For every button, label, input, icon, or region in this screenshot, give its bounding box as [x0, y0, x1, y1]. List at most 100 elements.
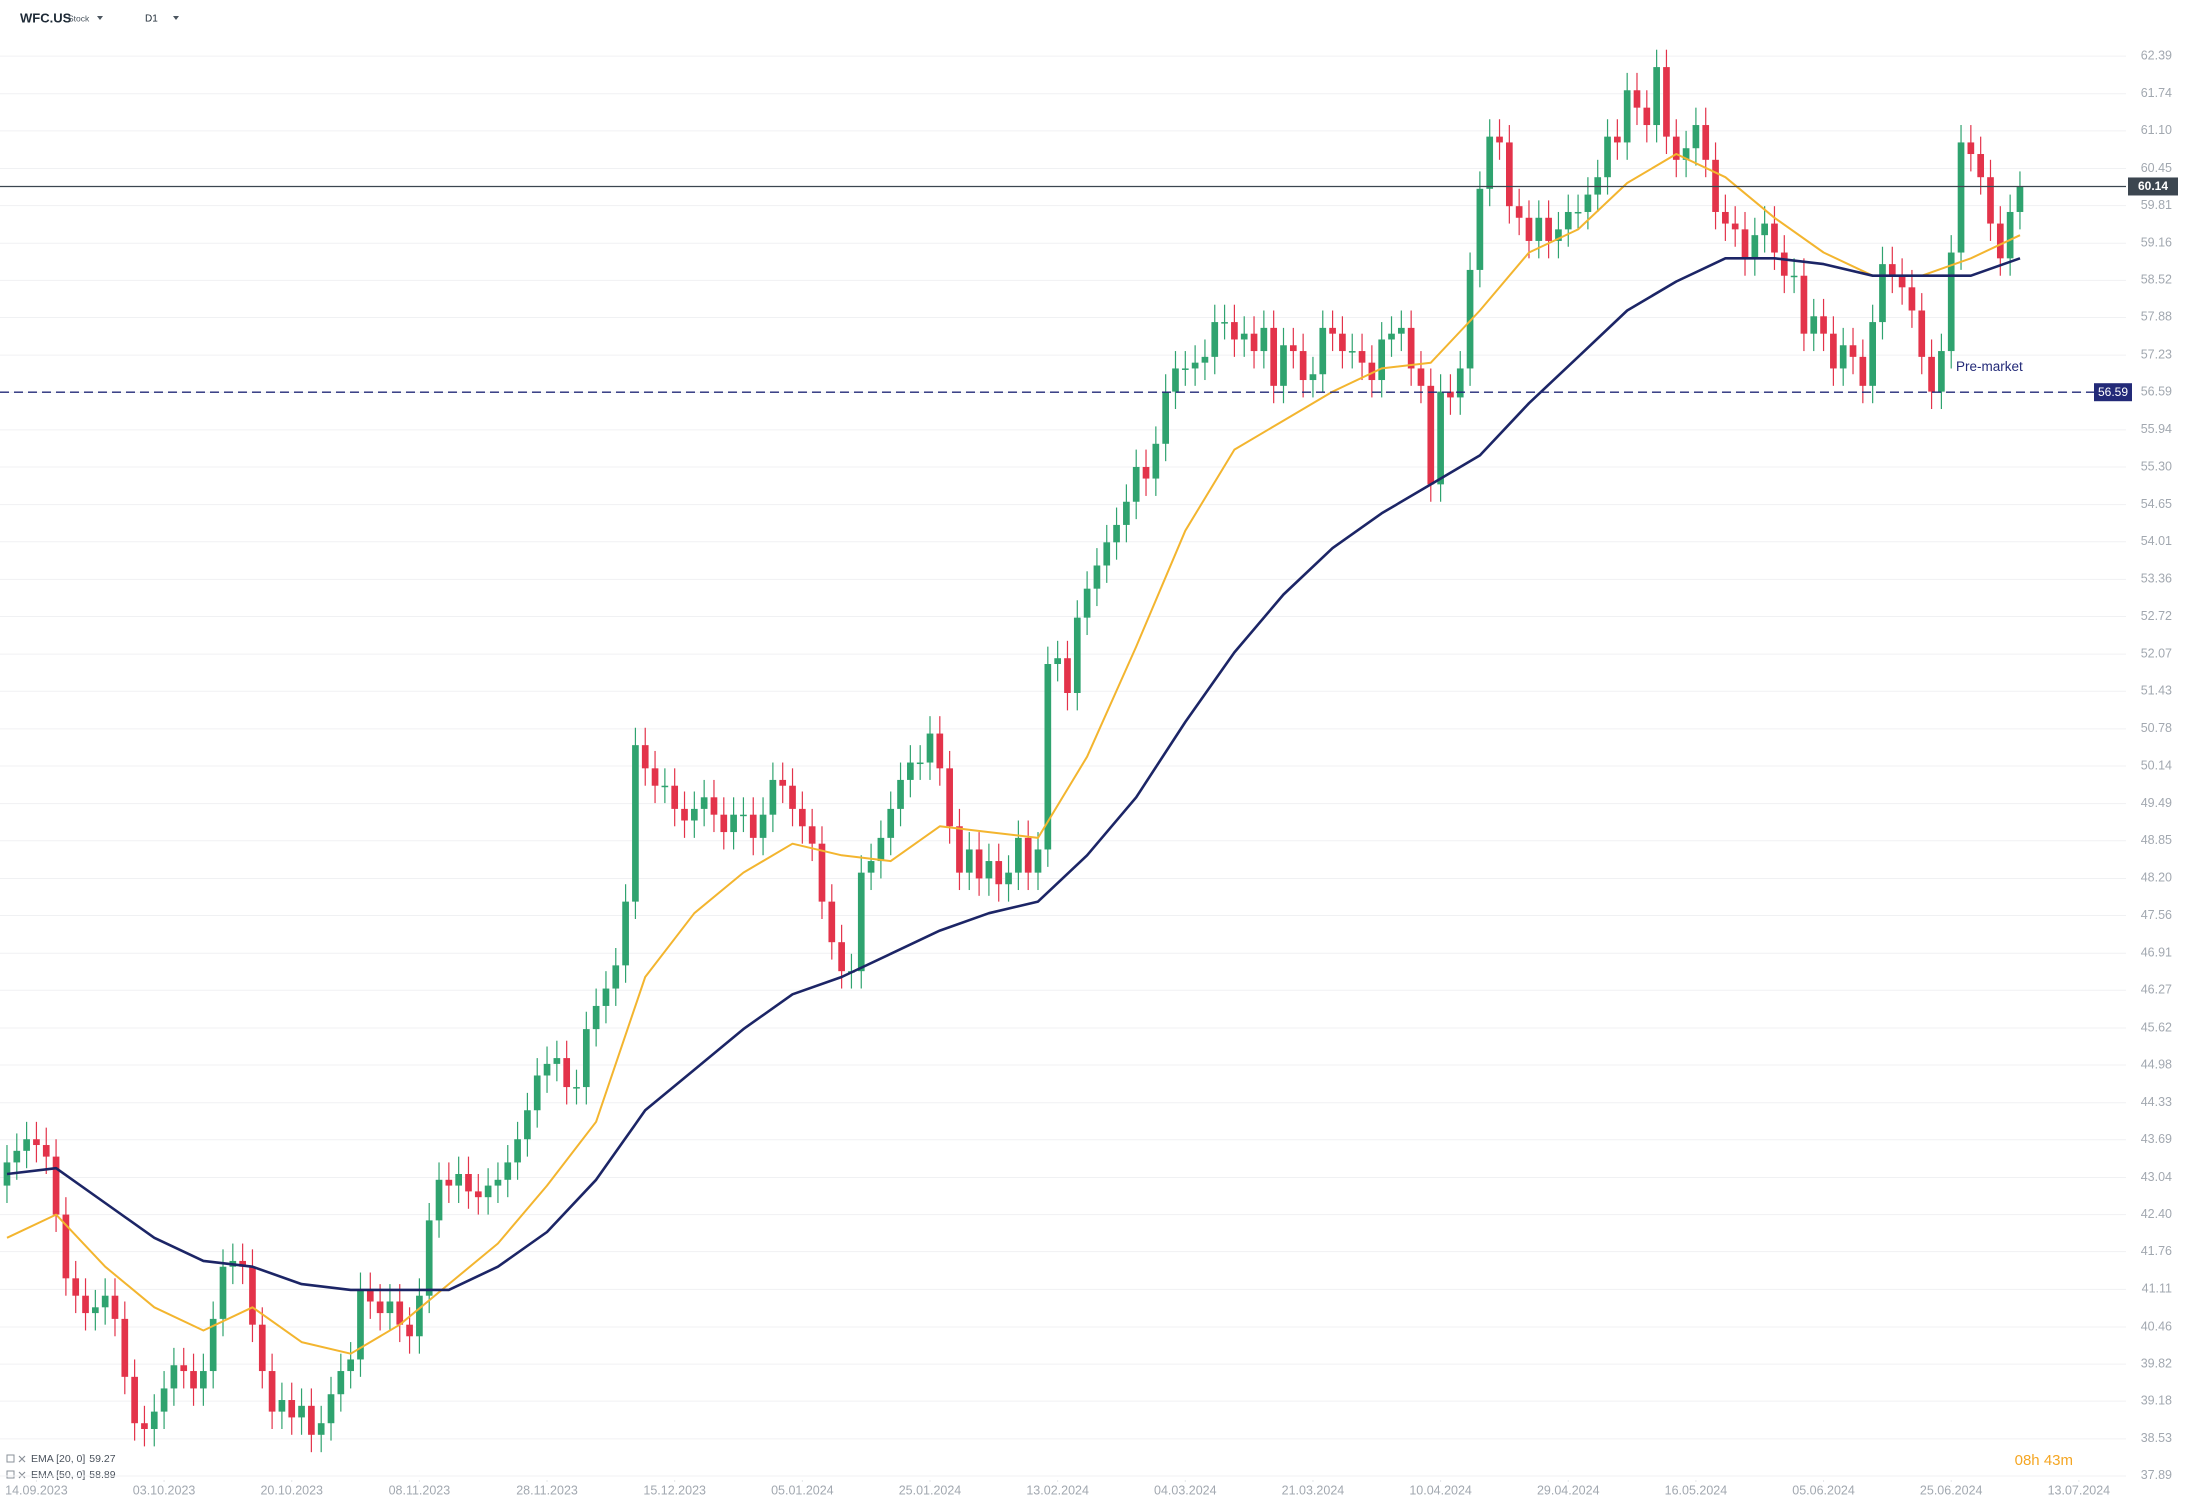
candle-body: [1977, 154, 1985, 178]
candle-body: [799, 808, 806, 827]
candle-body: [936, 733, 944, 769]
y-tick-label: 40.46: [2141, 1319, 2172, 1333]
candle-body: [1270, 327, 1278, 386]
symbol[interactable]: WFC.US: [20, 10, 72, 25]
candle-body: [1368, 362, 1376, 381]
candle-body: [1947, 252, 1955, 352]
candle-body: [1447, 391, 1454, 398]
candle-body: [1093, 565, 1101, 589]
candle-body: [239, 1260, 246, 1267]
legend: EMA [20, 0] 59.27 EMA [50, 0] 58.89: [6, 1453, 116, 1481]
candle-body: [1486, 136, 1494, 189]
header: WFC.US Stock D1: [20, 10, 179, 25]
candle-body: [1849, 345, 1857, 357]
candle-body: [150, 1411, 158, 1430]
candle-body: [661, 785, 669, 788]
candle-body: [376, 1301, 384, 1314]
candle-body: [1996, 223, 2004, 259]
candle-body: [1378, 339, 1386, 381]
y-tick-label: 46.91: [2141, 945, 2172, 959]
symbol-dropdown[interactable]: [97, 16, 103, 20]
legend-entry: EMA [20, 0] 59.27: [31, 1453, 116, 1465]
candle-body: [690, 808, 698, 821]
price-tag: [2094, 383, 2132, 402]
legend-value: 58.89: [89, 1469, 115, 1481]
candle-body: [121, 1318, 129, 1377]
y-tick-label: 48.20: [2141, 871, 2172, 885]
candle-body: [779, 779, 787, 786]
candle-body: [62, 1214, 70, 1279]
candle-body: [1142, 466, 1150, 479]
candle-body: [759, 814, 767, 838]
candle-body: [1024, 837, 1032, 873]
candle-body: [1466, 269, 1474, 369]
candle-body: [1064, 658, 1071, 693]
y-tick-label: 50.78: [2141, 721, 2172, 735]
candle-body: [1073, 617, 1081, 693]
candle-body: [1751, 235, 1759, 259]
candle-body: [1839, 345, 1847, 369]
asset-type: Stock: [68, 13, 90, 23]
candle-body: [897, 779, 904, 809]
x-tick-label: 04.03.2024: [1154, 1483, 1217, 1497]
candle-body: [671, 785, 679, 809]
candle-body: [1201, 356, 1209, 363]
candle-body: [1633, 90, 1641, 108]
interval[interactable]: D1: [145, 14, 158, 25]
ema-line: [6, 153, 2021, 1355]
legend-remove[interactable]: [18, 1471, 26, 1479]
candle-body: [141, 1423, 148, 1430]
price-tag-label: 56.59: [2098, 385, 2128, 399]
candle-body: [1054, 658, 1061, 665]
x-tick-label: 05.01.2024: [771, 1483, 834, 1497]
candle-body: [1682, 148, 1690, 160]
candle-body: [465, 1174, 472, 1192]
candle-body: [445, 1179, 453, 1186]
candle-body: [1525, 217, 1533, 241]
x-tick-label: 05.06.2024: [1792, 1483, 1855, 1497]
interval-dropdown[interactable]: [173, 16, 179, 20]
y-tick-label: 61.10: [2141, 123, 2172, 137]
legend-remove[interactable]: [18, 1455, 26, 1463]
candle-body: [190, 1371, 197, 1389]
candle-body: [1280, 345, 1287, 386]
candle-body: [357, 1289, 364, 1360]
candle-body: [1456, 368, 1464, 398]
candle-body: [1476, 188, 1484, 270]
candle-body: [1898, 275, 1906, 288]
candle-body: [1005, 872, 1012, 885]
candle-body: [416, 1295, 423, 1337]
candle-body: [1044, 664, 1052, 850]
candle-body: [131, 1376, 138, 1424]
y-tick-label: 62.39: [2141, 48, 2172, 62]
legend-name: EMA [20, 0]: [31, 1453, 85, 1465]
candle-body: [1879, 264, 1886, 323]
x-tick-label: 03.10.2023: [133, 1483, 196, 1497]
y-tick-label: 54.65: [2141, 497, 2172, 511]
candle-body: [946, 768, 953, 827]
legend-name: EMA [50, 0]: [31, 1469, 85, 1481]
candle-body: [200, 1371, 207, 1389]
candle-body: [406, 1324, 413, 1337]
x-tick-label: 21.03.2024: [1282, 1483, 1345, 1497]
candle-body: [1123, 501, 1130, 525]
candle-body: [180, 1365, 188, 1372]
price-tag: [2128, 177, 2178, 196]
y-tick-label: 58.52: [2141, 273, 2172, 287]
candle-body: [278, 1400, 286, 1412]
y-tick-label: 52.07: [2141, 646, 2172, 660]
x-tick-label: 08.11.2023: [389, 1483, 451, 1497]
candle-body: [838, 942, 845, 972]
candle-body: [1034, 849, 1042, 873]
candle-body: [308, 1405, 315, 1435]
candle-body: [710, 797, 718, 815]
candle-body: [317, 1423, 325, 1435]
candle-body: [1692, 125, 1700, 149]
candle-body: [651, 768, 659, 786]
y-tick-label: 43.69: [2141, 1132, 2172, 1146]
y-tick-label: 50.14: [2141, 758, 2172, 772]
candle-body: [1702, 125, 1710, 160]
candle-body: [1113, 524, 1120, 543]
candle-body: [1731, 223, 1739, 230]
